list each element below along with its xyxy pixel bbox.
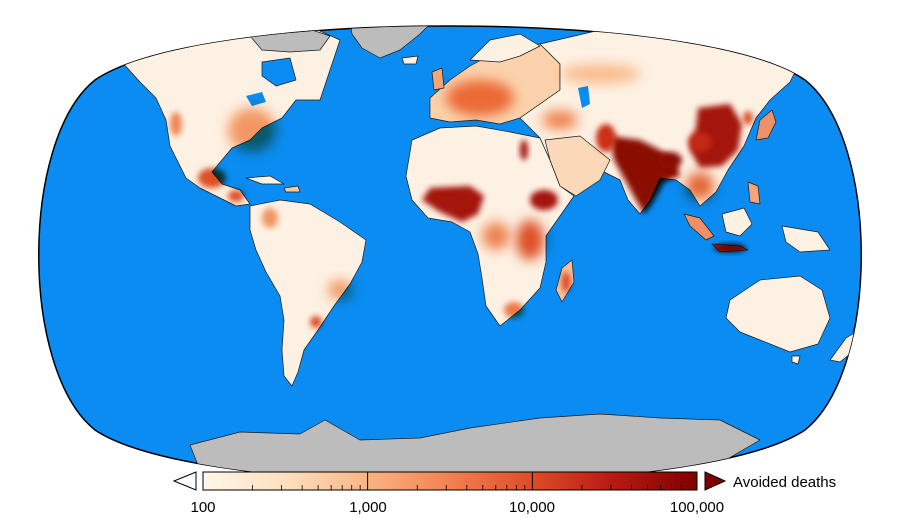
- hotspot-madagascar: [562, 272, 570, 292]
- hotspot-middle-east: [542, 110, 578, 130]
- hotspot-colombia: [262, 208, 278, 228]
- colorbar-title: Avoided deaths: [733, 474, 836, 491]
- colorbar-under-arrow: [172, 471, 197, 491]
- hotspot-south-africa: [504, 302, 524, 318]
- australia: [725, 275, 831, 353]
- hotspot-eastern-china: [690, 104, 742, 168]
- cuba: [245, 175, 285, 185]
- hotspot-eastern-usa: [228, 108, 276, 152]
- hotspot-layer: [170, 64, 753, 328]
- tasmania: [791, 355, 801, 365]
- philippines: [747, 181, 761, 205]
- hotspot-bangladesh: [658, 152, 682, 168]
- colorbar-ticks: [202, 472, 698, 490]
- hotspot-east-africa: [516, 220, 544, 260]
- hotspot-ethiopia: [530, 190, 558, 210]
- colorbar: 100 1,000 10,000 100,000 Avoided deaths: [172, 471, 836, 516]
- hotspot-drc: [482, 222, 510, 250]
- hotspot-russia: [560, 64, 640, 84]
- hotspot-java: [714, 244, 746, 252]
- iceland: [401, 55, 419, 65]
- borneo: [721, 207, 753, 237]
- colorbar-tick-label-100000: 100,000: [670, 499, 724, 516]
- hotspot-europe: [446, 80, 514, 116]
- arabian-peninsula: [544, 135, 611, 197]
- hotspot-nile: [520, 140, 528, 160]
- scandinavia: [469, 33, 541, 63]
- colorbar-tick-label-100: 100: [190, 499, 215, 516]
- colorbar-tick-label-10000: 10,000: [509, 499, 555, 516]
- hotspot-nigeria: [422, 186, 484, 222]
- hotspot-mexico: [198, 168, 226, 188]
- hotspot-argentina: [310, 316, 322, 328]
- hispaniola: [283, 185, 301, 193]
- colorbar-tick-label-1000: 1,000: [349, 499, 387, 516]
- hotspot-sichuan: [688, 132, 712, 152]
- antarctica: [189, 413, 761, 483]
- south-america: [249, 199, 367, 387]
- caspian-sea: [578, 86, 590, 108]
- arctic-islands: [249, 26, 331, 53]
- hotspot-brazil-se: [328, 280, 352, 300]
- uk: [431, 67, 445, 91]
- greenland: [349, 26, 441, 59]
- hotspot-pakistan: [596, 124, 616, 152]
- colorbar-gradient: [202, 471, 698, 491]
- hotspot-california: [170, 112, 182, 136]
- sumatra: [683, 213, 715, 241]
- hudson-bay: [261, 57, 297, 87]
- new-guinea: [781, 225, 831, 253]
- hotspot-central-america: [228, 190, 244, 202]
- japan: [755, 109, 777, 141]
- colorbar-over-arrow: [704, 471, 727, 491]
- great-lakes: [246, 92, 266, 106]
- hotspot-korea: [743, 111, 753, 125]
- hotspot-se-asia: [686, 172, 714, 200]
